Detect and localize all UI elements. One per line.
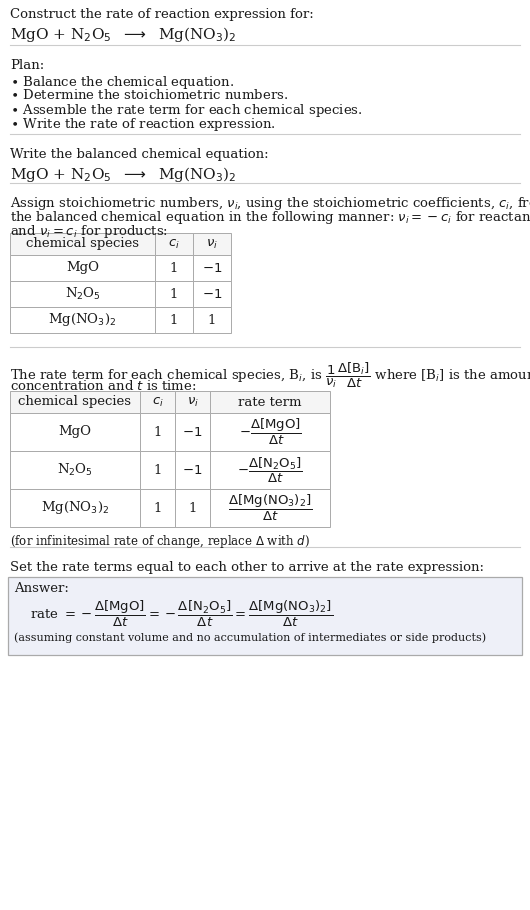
Text: 1: 1 <box>188 501 197 514</box>
Bar <box>210 391 330 413</box>
Text: 1: 1 <box>153 426 162 439</box>
Text: chemical species: chemical species <box>26 238 139 250</box>
Text: Mg(NO$_3$)$_2$: Mg(NO$_3$)$_2$ <box>41 500 109 517</box>
Text: $-1$: $-1$ <box>202 288 222 300</box>
Bar <box>210 413 330 451</box>
Text: Write the balanced chemical equation:: Write the balanced chemical equation: <box>10 148 269 161</box>
Text: $\bullet$ Assemble the rate term for each chemical species.: $\bullet$ Assemble the rate term for eac… <box>10 102 363 119</box>
Text: 1: 1 <box>170 314 178 327</box>
Text: Set the rate terms equal to each other to arrive at the rate expression:: Set the rate terms equal to each other t… <box>10 561 484 574</box>
Text: rate $= -\dfrac{\Delta[\mathrm{MgO}]}{\Delta t} = -\dfrac{\Delta[\mathrm{N_2O_5}: rate $= -\dfrac{\Delta[\mathrm{MgO}]}{\D… <box>30 599 333 629</box>
Bar <box>193 307 231 333</box>
Text: $-\dfrac{\Delta[\mathrm{N_2O_5}]}{\Delta t}$: $-\dfrac{\Delta[\mathrm{N_2O_5}]}{\Delta… <box>237 455 303 485</box>
Bar <box>155 307 193 333</box>
Text: MgO + N$_2$O$_5$  $\longrightarrow$  Mg(NO$_3$)$_2$: MgO + N$_2$O$_5$ $\longrightarrow$ Mg(NO… <box>10 165 236 184</box>
Text: rate term: rate term <box>238 396 302 409</box>
Bar <box>10 391 140 413</box>
Text: Answer:: Answer: <box>14 582 69 595</box>
Bar <box>193 255 231 281</box>
Bar <box>140 391 175 413</box>
Text: and $\nu_i = c_i$ for products:: and $\nu_i = c_i$ for products: <box>10 223 168 240</box>
Text: N$_2$O$_5$: N$_2$O$_5$ <box>57 462 93 478</box>
Text: $\nu_i$: $\nu_i$ <box>206 238 218 250</box>
Text: chemical species: chemical species <box>19 396 131 409</box>
Text: N$_2$O$_5$: N$_2$O$_5$ <box>65 286 101 302</box>
Text: $c_i$: $c_i$ <box>168 238 180 250</box>
Text: Construct the rate of reaction expression for:: Construct the rate of reaction expressio… <box>10 8 314 21</box>
Text: $-1$: $-1$ <box>202 261 222 275</box>
Bar <box>10 281 155 307</box>
Bar <box>155 281 193 307</box>
Bar <box>175 451 210 489</box>
Text: The rate term for each chemical species, B$_i$, is $\dfrac{1}{\nu_i}\dfrac{\Delt: The rate term for each chemical species,… <box>10 361 530 390</box>
Bar <box>10 451 140 489</box>
Bar <box>193 281 231 307</box>
Bar <box>140 413 175 451</box>
Text: $\bullet$ Balance the chemical equation.: $\bullet$ Balance the chemical equation. <box>10 74 234 91</box>
Bar <box>140 451 175 489</box>
Bar <box>10 307 155 333</box>
Text: MgO: MgO <box>58 426 92 439</box>
Bar <box>155 233 193 255</box>
Bar <box>10 233 155 255</box>
Bar <box>175 489 210 527</box>
Text: Mg(NO$_3$)$_2$: Mg(NO$_3$)$_2$ <box>48 311 117 329</box>
Text: the balanced chemical equation in the following manner: $\nu_i = -c_i$ for react: the balanced chemical equation in the fo… <box>10 209 530 226</box>
Bar <box>8 577 522 655</box>
Bar <box>155 255 193 281</box>
Bar <box>175 413 210 451</box>
Text: Plan:: Plan: <box>10 59 44 72</box>
Text: $\bullet$ Write the rate of reaction expression.: $\bullet$ Write the rate of reaction exp… <box>10 116 276 133</box>
Text: $-1$: $-1$ <box>182 463 202 477</box>
Bar <box>193 233 231 255</box>
Text: $-\dfrac{\Delta[\mathrm{MgO}]}{\Delta t}$: $-\dfrac{\Delta[\mathrm{MgO}]}{\Delta t}… <box>238 417 302 447</box>
Bar <box>10 255 155 281</box>
Text: 1: 1 <box>170 288 178 300</box>
Text: 1: 1 <box>153 463 162 477</box>
Text: $c_i$: $c_i$ <box>152 396 163 409</box>
Text: MgO + N$_2$O$_5$  $\longrightarrow$  Mg(NO$_3$)$_2$: MgO + N$_2$O$_5$ $\longrightarrow$ Mg(NO… <box>10 25 236 44</box>
Text: 1: 1 <box>153 501 162 514</box>
Text: (assuming constant volume and no accumulation of intermediates or side products): (assuming constant volume and no accumul… <box>14 632 486 643</box>
Bar <box>210 451 330 489</box>
Text: $\nu_i$: $\nu_i$ <box>187 396 198 409</box>
Bar <box>175 391 210 413</box>
Bar <box>140 489 175 527</box>
Bar <box>10 413 140 451</box>
Bar <box>10 489 140 527</box>
Text: $-1$: $-1$ <box>182 426 202 439</box>
Text: concentration and $t$ is time:: concentration and $t$ is time: <box>10 379 197 393</box>
Text: MgO: MgO <box>66 261 99 275</box>
Text: 1: 1 <box>208 314 216 327</box>
Text: $\dfrac{\Delta[\mathrm{Mg(NO_3)_2}]}{\Delta t}$: $\dfrac{\Delta[\mathrm{Mg(NO_3)_2}]}{\De… <box>228 493 312 523</box>
Bar <box>210 489 330 527</box>
Text: Assign stoichiometric numbers, $\nu_i$, using the stoichiometric coefficients, $: Assign stoichiometric numbers, $\nu_i$, … <box>10 195 530 212</box>
Text: $\bullet$ Determine the stoichiometric numbers.: $\bullet$ Determine the stoichiometric n… <box>10 88 288 102</box>
Text: 1: 1 <box>170 261 178 275</box>
Text: (for infinitesimal rate of change, replace $\Delta$ with $d$): (for infinitesimal rate of change, repla… <box>10 533 310 550</box>
